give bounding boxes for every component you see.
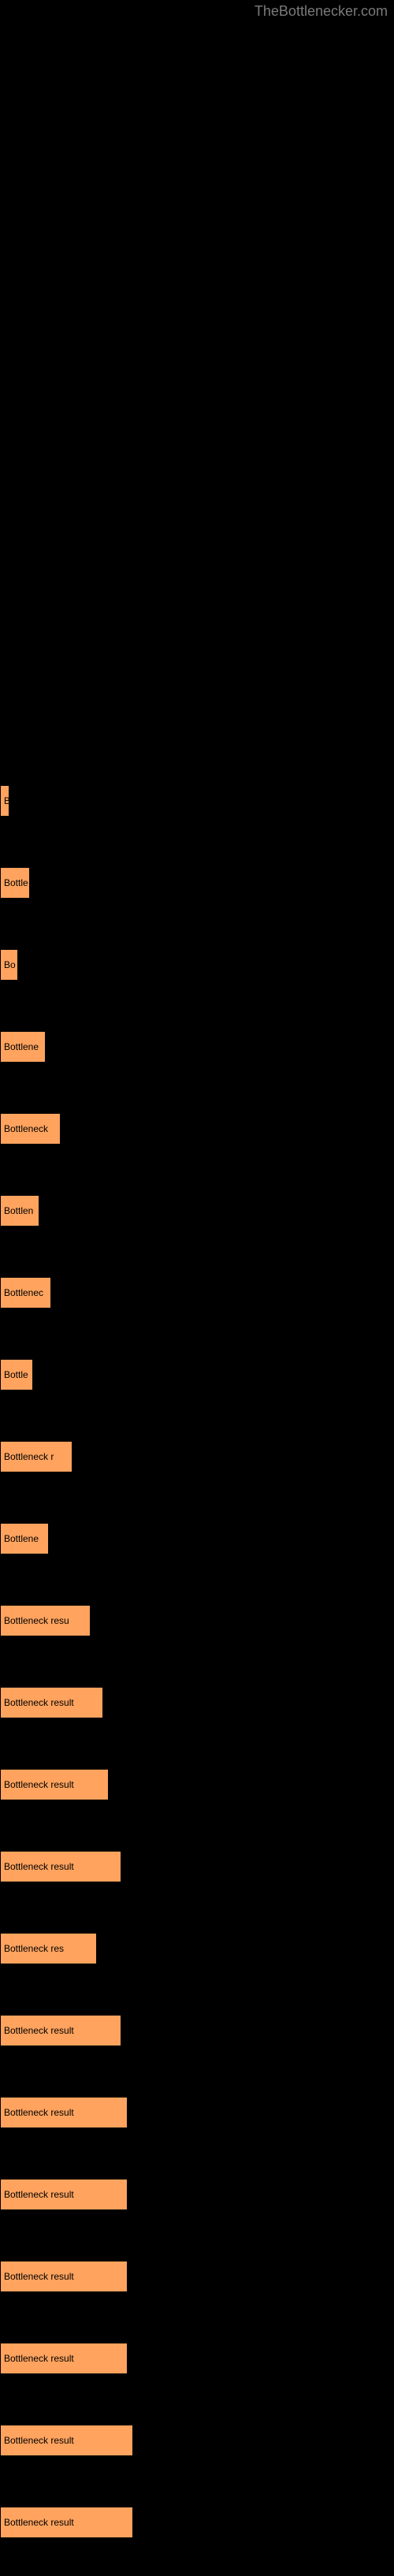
bar-caption: [0, 1838, 394, 1851]
bar-caption: [0, 2494, 394, 2507]
bar-row: Bottleneck: [0, 1100, 394, 1154]
bar-caption: [0, 1346, 394, 1359]
bar-row: Bottleneck result: [0, 2002, 394, 2056]
bar: Bottleneck res: [0, 1933, 97, 1964]
bar-row: Bottle: [0, 1346, 394, 1400]
header: TheBottlenecker.com: [0, 0, 394, 24]
bar-row: Bottleneck result: [0, 1756, 394, 1810]
bar: Bottleneck result: [0, 2261, 128, 2292]
bar-row: Bottlene: [0, 1510, 394, 1564]
bar-row: Bo: [0, 936, 394, 990]
bar: Bottleneck: [0, 1113, 61, 1145]
bar: Bottlen: [0, 1195, 39, 1227]
bar-row: Bottleneck resu: [0, 1592, 394, 1646]
bar-row: B: [0, 772, 394, 826]
bar-caption: [0, 2084, 394, 2097]
bar-row: Bottleneck result: [0, 2248, 394, 2302]
bar-row: Bottleneck result: [0, 2330, 394, 2384]
bar: Bottleneck result: [0, 1687, 103, 1718]
bar: Bottlenec: [0, 1277, 51, 1308]
bar: Bottlene: [0, 1523, 49, 1554]
bar-caption: [0, 772, 394, 785]
bar-row: Bottleneck result: [0, 2084, 394, 2138]
bar-caption: [0, 936, 394, 949]
bar: Bottleneck result: [0, 2097, 128, 2128]
bar-row: Bottleneck result: [0, 1674, 394, 1728]
bar-row: Bottleneck result: [0, 2494, 394, 2548]
bar-caption: [0, 1674, 394, 1687]
bar-caption: [0, 1510, 394, 1523]
bar-chart: B Bottle Bo Bottlene Bottleneck Bottlen Bottle…: [0, 24, 394, 2548]
bar-row: Bottleneck result: [0, 2166, 394, 2220]
bar-row: Bottleneck res: [0, 1920, 394, 1974]
bar: Bottleneck r: [0, 1441, 72, 1472]
bar-caption: [0, 2248, 394, 2261]
bar: B: [0, 785, 9, 817]
bar: Bottleneck result: [0, 2507, 133, 2538]
bar: Bottleneck result: [0, 2179, 128, 2210]
bar: Bo: [0, 949, 18, 981]
bar-caption: [0, 1920, 394, 1933]
bar-caption: [0, 2330, 394, 2343]
bar-row: Bottlen: [0, 1182, 394, 1236]
bar: Bottleneck resu: [0, 1605, 91, 1636]
bar-row: Bottleneck result: [0, 2412, 394, 2466]
bar-caption: [0, 1756, 394, 1769]
bar-caption: [0, 2002, 394, 2015]
bar-caption: [0, 854, 394, 867]
bar-caption: [0, 2166, 394, 2179]
bar: Bottle: [0, 867, 30, 899]
bar-row: Bottlenec: [0, 1264, 394, 1318]
bar: Bottleneck result: [0, 1851, 121, 1882]
bar-caption: [0, 1428, 394, 1441]
bar-caption: [0, 1018, 394, 1031]
bar: Bottleneck result: [0, 2015, 121, 2046]
bar-caption: [0, 1100, 394, 1113]
bar: Bottleneck result: [0, 1769, 109, 1800]
bar: Bottleneck result: [0, 2425, 133, 2456]
bar-row: Bottlene: [0, 1018, 394, 1072]
watermark-text: TheBottlenecker.com: [255, 3, 388, 20]
bar: Bottleneck result: [0, 2343, 128, 2374]
bar: Bottle: [0, 1359, 33, 1390]
bar-row: Bottleneck r: [0, 1428, 394, 1482]
bar-caption: [0, 1182, 394, 1195]
bar-row: Bottleneck result: [0, 1838, 394, 1892]
bar-caption: [0, 2412, 394, 2425]
bar-caption: [0, 1264, 394, 1277]
bar: Bottlene: [0, 1031, 46, 1063]
bar-row: Bottle: [0, 854, 394, 908]
bar-caption: [0, 1592, 394, 1605]
